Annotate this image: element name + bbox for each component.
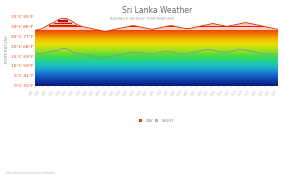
Title: Sri Lanka Weather: Sri Lanka Weather: [122, 5, 192, 15]
Y-axis label: TEMPERATURE: TEMPERATURE: [6, 35, 10, 65]
Legend: DAY, NIGHT: DAY, NIGHT: [137, 117, 176, 125]
Text: AVERAGE WEEKLY TEMPERATURE: AVERAGE WEEKLY TEMPERATURE: [110, 17, 174, 21]
Text: hikersbay.com/climate/srilanka: hikersbay.com/climate/srilanka: [6, 171, 55, 175]
